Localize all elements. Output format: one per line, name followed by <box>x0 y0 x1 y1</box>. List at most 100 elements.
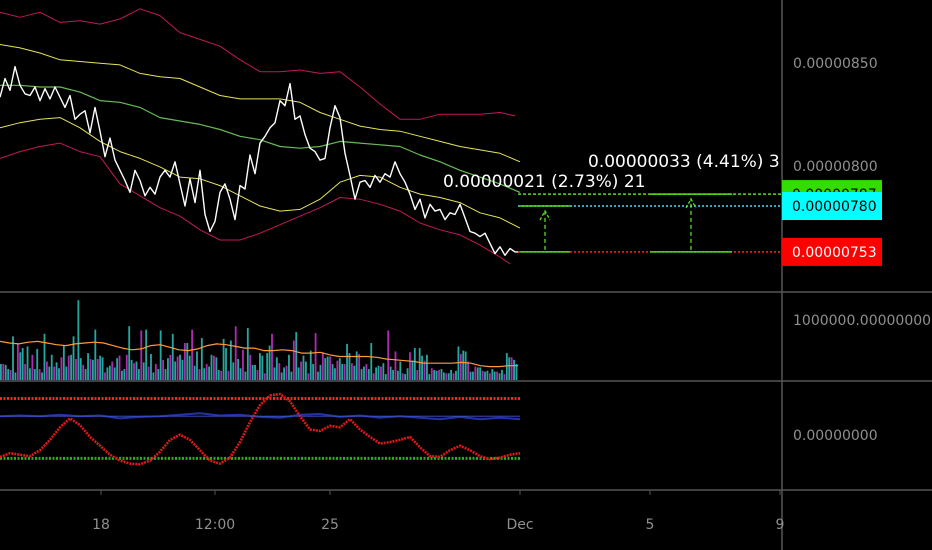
volume-bar <box>360 369 363 380</box>
volume-bar <box>476 367 479 380</box>
volume-bar <box>430 368 433 380</box>
volume-bar <box>464 351 467 380</box>
volume-bar <box>167 358 169 380</box>
volume-bar <box>145 329 148 380</box>
volume-bar <box>496 371 499 380</box>
volume-bar <box>329 356 332 380</box>
price-badge-entry <box>782 192 882 220</box>
series-band-upper-outer <box>0 8 516 120</box>
volume-bar <box>222 338 225 380</box>
volume-bar <box>232 362 235 380</box>
volume-bar <box>41 372 43 380</box>
volume-bar <box>16 343 19 380</box>
series-band-lower-outer <box>0 142 511 265</box>
volume-bar <box>0 364 2 380</box>
volume-bar <box>346 343 348 380</box>
volume-bar <box>331 364 334 380</box>
volume-tick-label: 1000000.00000000 <box>793 313 931 329</box>
projection-label-2: 0.00000033 (4.41%) 3 <box>588 152 780 172</box>
volume-bar <box>375 367 378 380</box>
volume-bar <box>242 349 244 380</box>
volume-bar <box>186 343 189 380</box>
volume-bar <box>176 356 179 380</box>
volume-bar <box>50 354 53 380</box>
volume-bar <box>474 366 477 380</box>
volume-bar <box>125 354 128 380</box>
volume-bar <box>334 368 336 380</box>
volume-bar <box>249 354 252 380</box>
volume-bar <box>198 369 201 380</box>
volume-bar <box>133 363 135 380</box>
volume-bar <box>21 348 24 380</box>
volume-bar <box>43 333 46 380</box>
volume-bar <box>108 365 111 380</box>
volume-bar <box>29 368 31 380</box>
volume-bar <box>169 354 172 380</box>
volume-bar <box>358 353 361 380</box>
projection-arrowhead-2 <box>685 197 697 209</box>
volume-bar <box>174 361 177 380</box>
volume-bar <box>392 369 394 380</box>
volume-bar <box>409 352 411 380</box>
volume-bar <box>447 373 450 380</box>
volume-bar <box>188 355 191 380</box>
volume-bar <box>196 351 198 380</box>
volume-bar <box>164 369 167 380</box>
series-band-lower-inner <box>0 117 521 229</box>
volume-bar <box>4 364 7 380</box>
volume-bar <box>101 357 104 380</box>
volume-bar <box>300 361 302 380</box>
volume-bar <box>205 364 208 380</box>
price-badge-stop <box>782 237 882 266</box>
volume-bar <box>486 370 489 380</box>
volume-bar <box>440 369 443 380</box>
volume-bar <box>31 354 34 380</box>
volume-bar <box>137 369 140 380</box>
time-tick-label: 5 <box>646 517 655 533</box>
volume-bar <box>273 367 276 380</box>
volume-bar <box>413 348 416 380</box>
volume-bar <box>283 367 286 380</box>
volume-bar <box>498 373 501 380</box>
volume-bar <box>416 369 419 380</box>
volume-bar <box>12 336 14 380</box>
volume-bar <box>394 351 397 380</box>
volume-bar <box>389 366 392 380</box>
volume-bar <box>278 363 281 380</box>
volume-bar <box>285 365 288 380</box>
volume-bar <box>501 369 503 380</box>
volume-bar <box>96 359 99 380</box>
volume-bar <box>7 369 10 380</box>
volume-bar <box>319 364 322 380</box>
volume-bar <box>2 364 5 380</box>
volume-bar <box>239 368 242 380</box>
volume-bar <box>154 364 157 380</box>
volume-bar <box>259 353 261 380</box>
volume-bar <box>348 353 351 380</box>
price-badge-label-stop: 0.00000753 <box>792 245 877 261</box>
series-close <box>0 65 520 256</box>
volume-bar <box>438 369 440 380</box>
volume-bar <box>256 369 259 380</box>
volume-bar <box>94 329 97 380</box>
volume-bar <box>87 353 89 380</box>
volume-bar <box>9 369 12 380</box>
volume-bar <box>341 364 344 380</box>
volume-bar <box>159 330 162 380</box>
volume-bar <box>234 326 237 380</box>
time-tick-label: Dec <box>506 517 533 533</box>
price-tick-label: 0.00000850 <box>793 56 878 72</box>
volume-bar <box>181 359 184 380</box>
time-tick-label: 9 <box>776 517 785 533</box>
volume-bar <box>307 373 310 380</box>
volume-bar <box>89 359 92 380</box>
volume-bar <box>280 372 283 380</box>
volume-bar <box>406 368 409 380</box>
volume-bar <box>150 353 152 380</box>
volume-bar <box>79 358 82 380</box>
volume-bar <box>244 371 247 380</box>
volume-bar <box>433 369 436 380</box>
volume-bar <box>382 363 385 380</box>
volume-bar <box>193 365 196 380</box>
